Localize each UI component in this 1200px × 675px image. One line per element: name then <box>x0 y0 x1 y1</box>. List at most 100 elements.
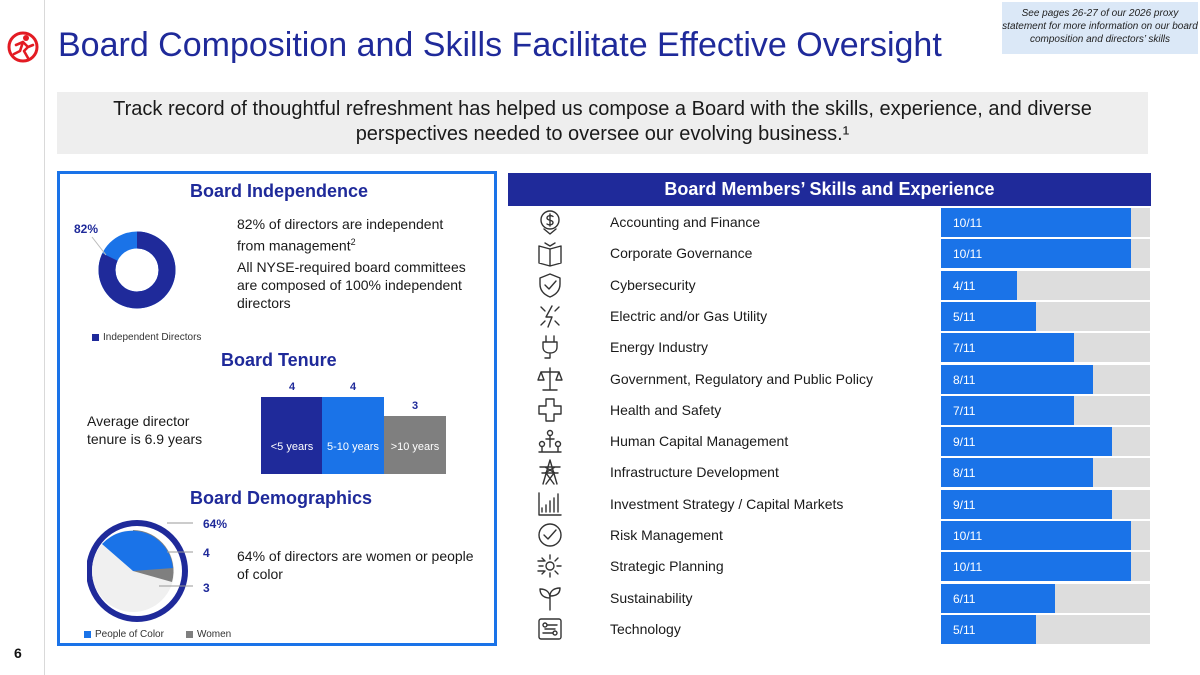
sprout-icon <box>539 586 561 611</box>
skill-bar <box>941 395 1074 425</box>
skill-label: Technology <box>610 620 681 637</box>
skills-heading: Board Members’ Skills and Experience <box>508 173 1151 206</box>
tenure-bar-label: 5-10 years <box>327 441 379 453</box>
skill-bar <box>941 458 1093 488</box>
skill-bar <box>941 301 1036 331</box>
independence-footnote: 2 <box>350 237 356 247</box>
skill-count: 10/11 <box>953 560 983 575</box>
subtitle-band: Track record of thoughtful refreshment h… <box>57 92 1148 154</box>
skill-bar-track: 4/11 <box>941 270 1150 300</box>
tenure-heading: Board Tenure <box>221 350 337 370</box>
skill-bar-track: 9/11 <box>941 427 1150 457</box>
skill-label: Electric and/or Gas Utility <box>610 307 768 324</box>
tenure-bar: 5-10 years <box>322 397 384 474</box>
skill-row: Accounting and Finance 10/11 <box>508 207 1151 237</box>
tenure-text: Average director tenure is 6.9 years <box>87 413 203 447</box>
check-circle-icon <box>538 523 562 547</box>
skill-label: Strategic Planning <box>610 558 724 575</box>
skill-bar-track: 10/11 <box>941 239 1150 269</box>
independence-text-2: All NYSE-required board committees are c… <box>237 259 466 311</box>
tenure-bar: <5 years <box>261 397 323 474</box>
skill-row: Investment Strategy / Capital Markets 9/1… <box>508 489 1151 519</box>
skill-count: 7/11 <box>953 403 976 418</box>
page-number: 6 <box>14 645 22 661</box>
legend-swatch <box>84 631 91 638</box>
skill-label: Energy Industry <box>610 339 709 356</box>
scales-icon <box>537 366 563 391</box>
tenure-bar-label: <5 years <box>270 441 314 453</box>
skill-bar <box>941 208 1131 237</box>
skill-bar <box>941 583 1055 613</box>
leader-line <box>91 236 107 256</box>
demographics-chart <box>87 520 193 622</box>
skill-row: Infrastructure Development 8/11 <box>508 457 1151 488</box>
skill-row: Human Capital Management 9/11 <box>508 426 1151 457</box>
skill-bar-track: 8/11 <box>941 364 1150 394</box>
skill-count: 9/11 <box>953 497 976 512</box>
plug-icon <box>542 335 558 359</box>
tenure-bar-value: 4 <box>349 381 357 393</box>
legend-swatch <box>92 334 99 341</box>
independence-legend: Independent Directors <box>92 332 201 343</box>
tenure-bar-value: 4 <box>288 381 296 393</box>
book-icon <box>538 242 562 267</box>
demographics-text: 64% of directors are women or people of … <box>237 548 474 582</box>
demographics-heading: Board Demographics <box>190 488 373 508</box>
skill-bar <box>941 427 1112 457</box>
skill-bar <box>941 489 1112 519</box>
shield-check-icon <box>539 272 561 298</box>
skill-row: Risk Management 10/11 <box>508 520 1151 550</box>
legend-women-label: Women <box>196 629 232 640</box>
skill-count: 10/11 <box>953 247 983 262</box>
skill-count: 8/11 <box>953 466 976 481</box>
skill-count: 9/11 <box>953 435 976 450</box>
people-of-color-count: 4 <box>203 546 210 560</box>
skill-bar-track: 10/11 <box>941 521 1150 550</box>
skill-bar <box>941 239 1131 269</box>
skill-row: Cybersecurity 4/11 <box>508 270 1151 300</box>
legend-swatch <box>185 631 193 638</box>
skill-row: Health and Safety 7/11 <box>508 395 1151 425</box>
skill-bar <box>941 270 1017 300</box>
skill-label: Infrastructure Development <box>610 464 779 481</box>
skill-row: Government, Regulatory and Public Policy… <box>508 364 1151 394</box>
skill-label: Human Capital Management <box>610 433 789 450</box>
independent-slice <box>98 231 176 309</box>
skill-label: Government, Regulatory and Public Policy <box>610 370 874 387</box>
skill-row: Energy Industry 7/11 <box>508 332 1151 363</box>
skill-label: Sustainability <box>610 589 693 606</box>
skill-label: Corporate Governance <box>610 245 753 262</box>
skill-bar-track: 5/11 <box>941 301 1150 331</box>
skill-bar <box>941 614 1036 644</box>
skill-row: Sustainability 6/11 <box>508 583 1151 613</box>
left-divider <box>44 0 45 675</box>
skill-label: Risk Management <box>610 527 723 543</box>
women-count: 3 <box>203 581 210 595</box>
medical-cross-icon <box>538 398 562 422</box>
board-overview-panel <box>57 171 497 646</box>
skill-count: 8/11 <box>953 372 976 387</box>
skill-bar-track: 9/11 <box>941 489 1150 519</box>
independence-percent-label: 82% <box>74 222 99 236</box>
skill-count: 4/11 <box>953 278 976 293</box>
skill-row: Corporate Governance 10/11 <box>508 238 1151 269</box>
skill-bar-track: 6/11 <box>941 583 1150 613</box>
skill-bar-track: 5/11 <box>941 614 1150 644</box>
skill-label: Cybersecurity <box>610 276 696 293</box>
tenure-bar-value: 3 <box>411 400 419 413</box>
lightning-icon <box>540 305 560 328</box>
independence-text-1: 82% of directors are independent from ma… <box>237 215 467 255</box>
dollar-icon <box>540 210 560 235</box>
skill-count: 5/11 <box>953 622 976 637</box>
skill-bar-track: 10/11 <box>941 208 1150 237</box>
skill-count: 6/11 <box>953 591 976 606</box>
skill-bar <box>941 364 1093 394</box>
page-title: Board Composition and Skills Facilitate … <box>58 26 942 64</box>
skill-count: 10/11 <box>953 529 983 543</box>
skill-label: Health and Safety <box>610 401 722 418</box>
skill-bar-track: 8/11 <box>941 458 1150 488</box>
demographics-legend: People of Color Women <box>84 629 231 640</box>
skill-count: 10/11 <box>953 216 983 230</box>
skill-bar <box>941 333 1074 363</box>
independence-text-1-main: 82% of directors are independent from ma… <box>237 216 444 254</box>
